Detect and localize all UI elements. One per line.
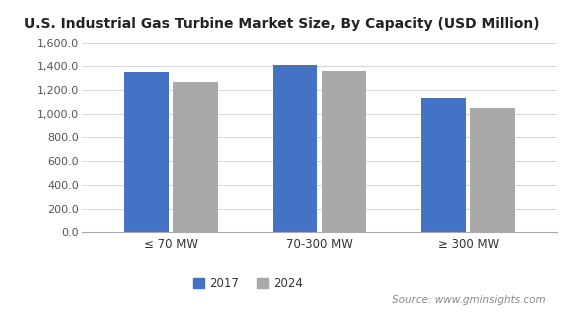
Bar bbox=[421, 98, 466, 232]
Bar bbox=[321, 71, 367, 232]
Text: Source: www.gminsights.com: Source: www.gminsights.com bbox=[392, 295, 546, 305]
Bar bbox=[471, 108, 515, 232]
Bar bbox=[272, 65, 318, 232]
Legend: 2017, 2024: 2017, 2024 bbox=[188, 272, 308, 295]
Bar bbox=[124, 72, 168, 232]
Text: U.S. Industrial Gas Turbine Market Size, By Capacity (USD Million): U.S. Industrial Gas Turbine Market Size,… bbox=[24, 17, 539, 31]
Bar bbox=[173, 82, 218, 232]
